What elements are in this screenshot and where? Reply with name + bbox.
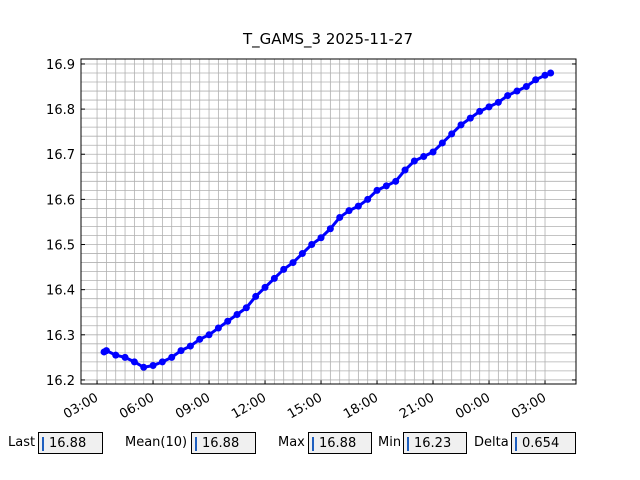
data-point xyxy=(308,241,316,249)
chart-title: T_GAMS_3 2025-11-27 xyxy=(242,30,413,49)
data-point xyxy=(494,98,502,106)
data-point xyxy=(326,225,334,233)
y-tick-label: 16.9 xyxy=(46,58,75,73)
data-point xyxy=(547,69,555,77)
data-point xyxy=(382,182,390,190)
data-point xyxy=(261,283,269,291)
data-point xyxy=(130,358,138,366)
data-point xyxy=(541,71,549,79)
y-tick-label: 16.6 xyxy=(46,193,75,208)
y-tick-label: 16.8 xyxy=(46,103,75,118)
data-point xyxy=(504,92,512,100)
data-point xyxy=(186,342,194,350)
data-point xyxy=(112,351,120,359)
data-point xyxy=(513,87,521,95)
data-point xyxy=(448,130,456,138)
x-tick-label: 03:00 xyxy=(61,390,101,422)
data-point xyxy=(149,361,157,369)
data-point xyxy=(214,324,222,332)
data-point xyxy=(168,353,176,361)
stat-field[interactable]: 16.23 xyxy=(403,432,467,454)
y-tick-label: 16.7 xyxy=(46,148,75,163)
x-tick-label: 15:00 xyxy=(285,390,325,422)
data-point xyxy=(121,353,129,361)
data-point xyxy=(252,292,260,300)
x-tick-label: 06:00 xyxy=(117,390,157,422)
stat-field[interactable]: 16.88 xyxy=(38,432,103,454)
data-point xyxy=(522,83,530,91)
data-point xyxy=(466,114,474,122)
data-point xyxy=(336,213,344,221)
data-line xyxy=(103,71,552,369)
data-point xyxy=(354,202,362,210)
x-tick-label: 12:00 xyxy=(229,390,269,422)
data-point xyxy=(457,121,465,129)
y-tick-label: 16.3 xyxy=(46,329,75,344)
data-point xyxy=(140,363,148,371)
data-point xyxy=(224,317,232,325)
stat-field[interactable]: 0.654 xyxy=(511,432,576,454)
plot-frame xyxy=(80,58,577,385)
data-point xyxy=(429,148,437,156)
data-point xyxy=(280,265,288,273)
x-tick-label: 00:00 xyxy=(453,390,493,422)
stat-label: Min xyxy=(378,435,402,450)
data-point xyxy=(392,177,400,185)
data-point xyxy=(373,186,381,194)
stat-label: Delta xyxy=(474,435,509,450)
data-point xyxy=(205,331,213,339)
data-point xyxy=(289,259,297,267)
x-tick-label: 09:00 xyxy=(173,390,213,422)
y-tick-label: 16.4 xyxy=(46,284,75,299)
data-point xyxy=(158,358,166,366)
data-point xyxy=(410,157,418,165)
data-point xyxy=(401,166,409,174)
x-tick-label: 18:00 xyxy=(341,390,381,422)
stat-label: Max xyxy=(278,435,305,450)
data-point xyxy=(345,207,353,215)
data-point xyxy=(485,103,493,111)
y-tick-label: 16.2 xyxy=(46,374,75,389)
x-tick-label: 03:00 xyxy=(509,390,549,422)
data-point xyxy=(242,304,250,312)
data-point xyxy=(317,234,325,242)
data-point xyxy=(420,153,428,160)
stat-field[interactable]: 16.88 xyxy=(308,432,372,454)
data-point xyxy=(233,310,241,318)
data-point xyxy=(298,250,306,258)
stat-label: Mean(10) xyxy=(125,435,188,450)
data-point xyxy=(438,139,446,147)
data-point xyxy=(196,335,204,343)
stat-field[interactable]: 16.88 xyxy=(191,432,256,454)
stat-label: Last xyxy=(8,435,36,450)
data-point xyxy=(270,274,278,282)
data-point xyxy=(532,76,540,84)
data-point xyxy=(177,347,185,355)
x-tick-label: 21:00 xyxy=(397,390,437,422)
data-point xyxy=(102,347,110,355)
data-point xyxy=(476,107,484,115)
data-point xyxy=(364,195,372,203)
y-tick-label: 16.5 xyxy=(46,239,75,254)
